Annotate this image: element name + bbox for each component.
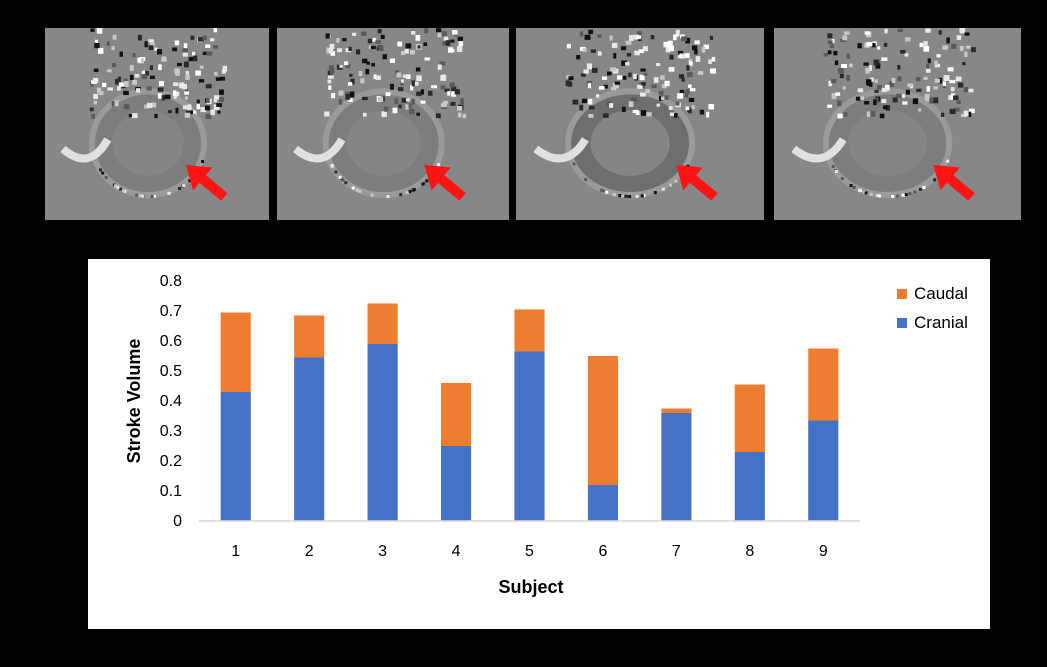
y-tick-label: 0.1: [160, 483, 182, 500]
bar-caudal-4: [440, 383, 472, 446]
mri-image: [277, 28, 509, 220]
chart-legend: Caudal Cranial: [897, 284, 968, 332]
mri-image: [774, 28, 1021, 220]
chart-canvas: 0 0.1 0.2 0.3 0.4 0.5 0.6 0.7 0.8 1 2 3 4 5 6 7 8 9 Subj…: [124, 273, 968, 597]
mri-panel-3: [516, 28, 764, 220]
x-axis-title: Subject: [498, 577, 563, 597]
x-tick-label: 3: [378, 543, 387, 560]
stroke-volume-chart: 0 0.1 0.2 0.3 0.4 0.5 0.6 0.7 0.8 1 2 3 4 5 6 7 8 9 Subj…: [88, 259, 990, 629]
x-axis-ticks: 1 2 3 4 5 6 7 8 9: [231, 543, 828, 560]
x-tick-label: 7: [672, 543, 681, 560]
bar-cranial-3: [367, 344, 398, 521]
bar-cranial-2: [294, 357, 325, 521]
bar-cranial-8: [734, 452, 765, 521]
bar-cranial-4: [440, 446, 472, 521]
bar-series: [220, 303, 839, 521]
mri-panel-2: [277, 28, 509, 220]
mri-image: [45, 28, 269, 220]
bar-caudal-6: [587, 356, 619, 485]
x-tick-label: 5: [525, 543, 534, 560]
y-tick-label: 0.7: [160, 303, 182, 320]
mri-panel-1: [45, 28, 269, 220]
vessel-highlight: [293, 137, 346, 163]
y-tick-label: 0.8: [160, 273, 182, 290]
vessel-highlight: [60, 137, 112, 163]
y-tick-label: 0.2: [160, 453, 182, 470]
y-tick-label: 0.5: [160, 363, 182, 380]
x-tick-label: 6: [598, 543, 607, 560]
bar-cranial-6: [587, 485, 619, 521]
x-tick-label: 4: [452, 543, 461, 560]
legend-swatch-cranial: [897, 318, 907, 328]
red-arrow-icon: [424, 164, 466, 201]
y-tick-label: 0.4: [160, 393, 182, 410]
bar-cranial-1: [220, 392, 251, 521]
vessel-highlight: [533, 137, 589, 163]
red-arrow-icon: [933, 164, 975, 201]
bar-caudal-9: [808, 348, 839, 421]
legend-label-caudal: Caudal: [914, 284, 968, 303]
canal-interior: [590, 110, 670, 176]
bar-cranial-9: [808, 420, 839, 521]
y-tick-label: 0: [173, 513, 182, 530]
bar-caudal-7: [661, 408, 692, 413]
bar-cranial-5: [514, 351, 545, 521]
y-tick-label: 0.3: [160, 423, 182, 440]
canal-interior: [848, 110, 928, 176]
bar-cranial-7: [661, 413, 692, 521]
vessel-highlight: [791, 137, 847, 163]
bar-caudal-3: [367, 303, 398, 344]
canal-interior: [346, 110, 421, 176]
red-arrow-icon: [676, 164, 718, 201]
red-arrow-icon: [185, 164, 228, 201]
x-tick-label: 1: [231, 543, 240, 560]
mri-panel-4: [774, 28, 1021, 220]
y-tick-label: 0.6: [160, 333, 182, 350]
bar-caudal-1: [220, 312, 251, 392]
y-axis-title: Stroke Volume: [124, 339, 144, 464]
bar-caudal-2: [294, 315, 325, 358]
mri-image: [516, 28, 764, 220]
legend-label-cranial: Cranial: [914, 313, 968, 332]
x-tick-label: 8: [745, 543, 754, 560]
canal-interior: [112, 110, 184, 176]
bar-caudal-8: [734, 384, 765, 452]
x-tick-label: 2: [305, 543, 314, 560]
legend-swatch-caudal: [897, 289, 907, 299]
x-tick-label: 9: [819, 543, 828, 560]
y-axis-ticks: 0 0.1 0.2 0.3 0.4 0.5 0.6 0.7 0.8: [160, 273, 182, 530]
bar-caudal-5: [514, 309, 545, 352]
